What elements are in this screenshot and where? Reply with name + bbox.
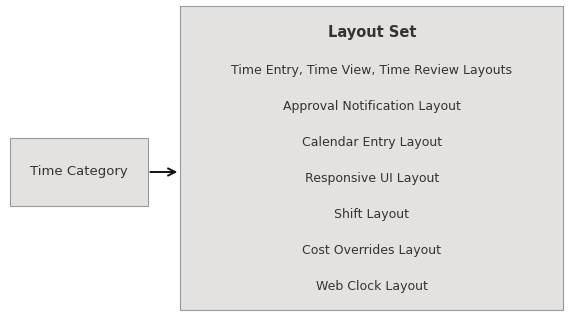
Text: Shift Layout: Shift Layout [334, 208, 410, 220]
Text: Time Category: Time Category [30, 165, 128, 179]
Text: Layout Set: Layout Set [328, 25, 416, 40]
Text: Web Clock Layout: Web Clock Layout [316, 280, 428, 292]
Text: Cost Overrides Layout: Cost Overrides Layout [302, 244, 442, 257]
Text: Calendar Entry Layout: Calendar Entry Layout [302, 136, 442, 149]
Bar [180, 6, 563, 310]
Bar [10, 138, 148, 206]
Text: Approval Notification Layout: Approval Notification Layout [283, 100, 460, 113]
Text: Responsive UI Layout: Responsive UI Layout [305, 172, 439, 185]
Text: Time Entry, Time View, Time Review Layouts: Time Entry, Time View, Time Review Layou… [231, 64, 513, 77]
